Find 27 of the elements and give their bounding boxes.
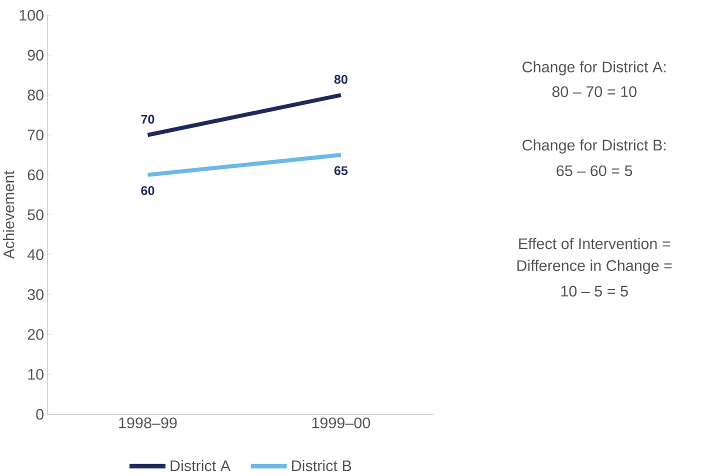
legend-label: District A	[170, 460, 231, 472]
text: Effect of Intervention =	[519, 238, 670, 250]
y-tick-label: 10	[28, 368, 44, 380]
y-tick-label: 90	[28, 50, 44, 61]
y-tick-label: 0	[36, 408, 44, 420]
text: Change for District B:	[522, 139, 666, 154]
y-tick-label: 80	[28, 90, 44, 101]
y-tick-label: 20	[28, 329, 44, 340]
data-label: 70	[141, 114, 154, 124]
y-tick-label: 40	[27, 249, 44, 260]
y-tick-label: 70	[28, 130, 44, 140]
y-tick-label: 60	[28, 169, 44, 180]
y-tick-label: 50	[28, 209, 44, 220]
y-tick-label: 30	[28, 289, 44, 300]
y-tick-label: 100	[20, 10, 44, 21]
data-label: 65	[334, 166, 348, 176]
text: 65 – 60 = 5	[556, 165, 632, 176]
legend-label: District B	[292, 460, 352, 472]
text: 10 – 5 = 5	[561, 286, 628, 297]
text: 80 – 70 = 10	[552, 86, 636, 98]
text: Difference in Change =	[517, 260, 672, 274]
data-label: 60	[141, 186, 154, 196]
y-axis-title: Achievement	[3, 170, 14, 259]
text: Change for District A:	[522, 61, 666, 76]
x-tick-label: 1999–00	[312, 417, 370, 428]
x-tick-label: 1998–99	[119, 417, 177, 428]
data-label: 80	[334, 74, 348, 84]
